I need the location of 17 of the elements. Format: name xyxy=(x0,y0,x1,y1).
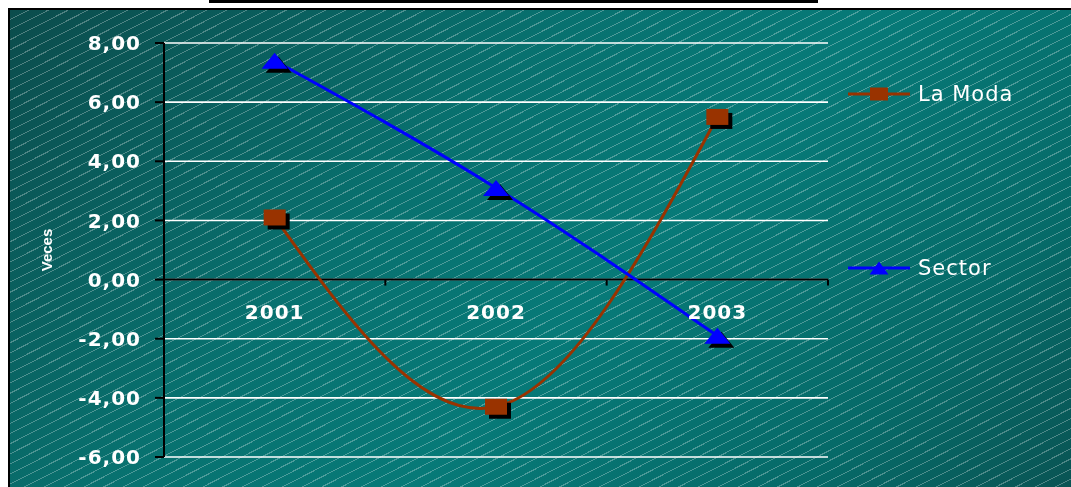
point xyxy=(485,398,507,415)
y-tick-label: -6,00 xyxy=(78,445,141,470)
y-axis-title: Veces xyxy=(37,228,55,272)
point xyxy=(263,209,286,226)
y-tick-label: 6,00 xyxy=(87,90,141,115)
y-tick-label: -2,00 xyxy=(78,326,141,351)
y-tick-label: 0,00 xyxy=(87,267,141,292)
x-tick-label: 2001 xyxy=(244,299,305,324)
point xyxy=(706,108,729,125)
x-tick-label: 2003 xyxy=(687,299,748,324)
y-tick-label: 8,00 xyxy=(87,31,141,56)
legend-label: Sector xyxy=(918,256,992,280)
x-tick-label: 2002 xyxy=(466,299,526,324)
y-tick-label: 4,00 xyxy=(87,149,141,174)
y-tick-label: -4,00 xyxy=(78,385,141,410)
y-tick-label: 2,00 xyxy=(87,208,141,233)
legend-label: La Moda xyxy=(918,82,1014,106)
